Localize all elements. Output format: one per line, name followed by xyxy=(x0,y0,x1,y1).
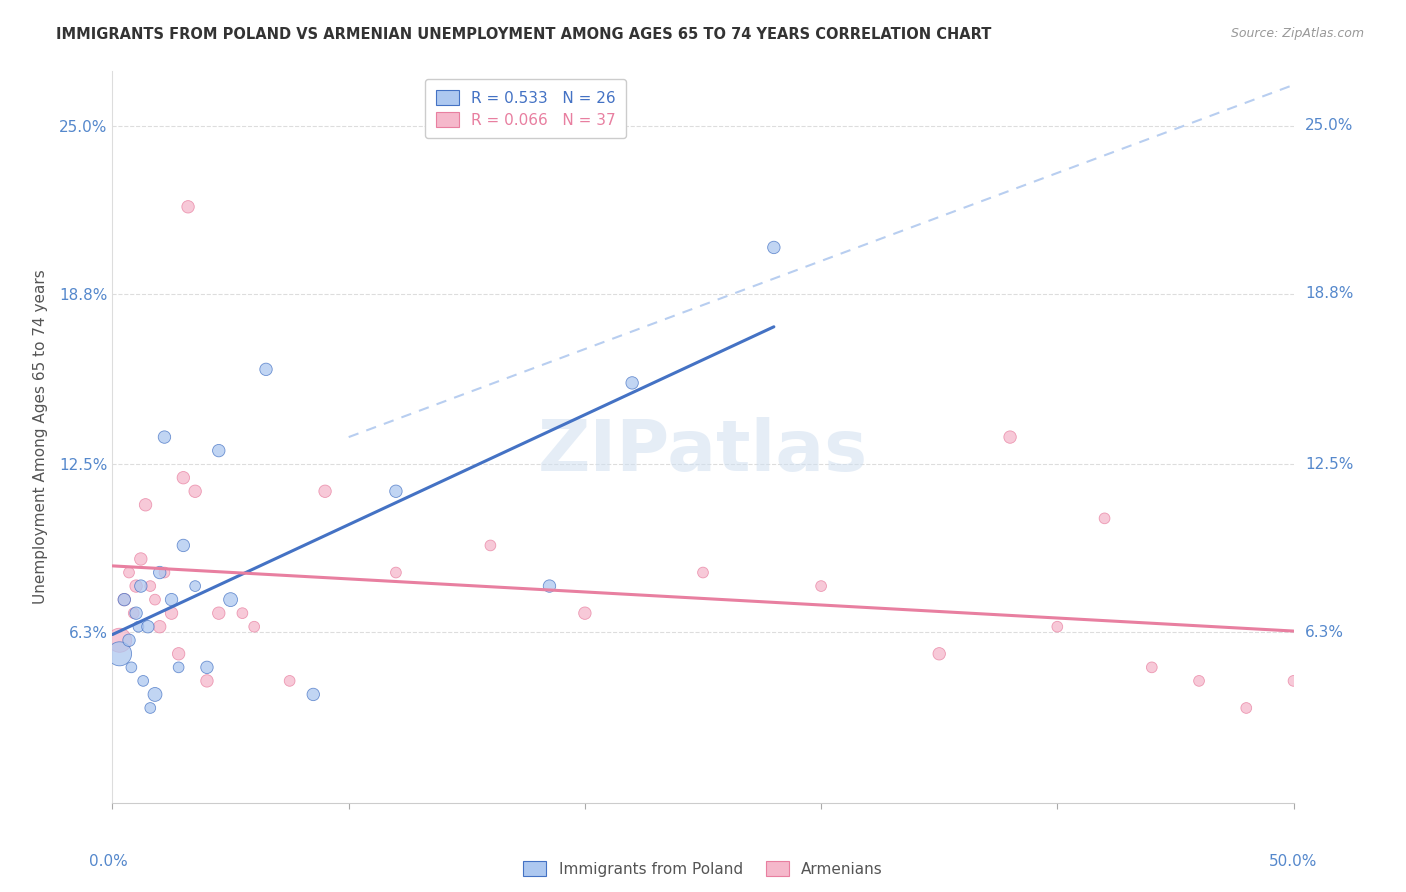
Point xyxy=(149,566,172,580)
Point xyxy=(314,484,336,499)
Point xyxy=(172,471,194,485)
Y-axis label: Unemployment Among Ages 65 to 74 years: Unemployment Among Ages 65 to 74 years xyxy=(34,269,48,605)
Point xyxy=(135,498,157,512)
Point xyxy=(167,647,190,661)
Point xyxy=(385,484,408,499)
Point xyxy=(219,592,242,607)
Point xyxy=(302,688,325,702)
Point xyxy=(538,579,561,593)
Text: 50.0%: 50.0% xyxy=(1268,854,1317,869)
Text: Source: ZipAtlas.com: Source: ZipAtlas.com xyxy=(1230,27,1364,40)
Point xyxy=(160,592,183,607)
Point xyxy=(195,673,218,688)
Point xyxy=(928,647,950,661)
Point xyxy=(122,606,145,620)
Point xyxy=(1140,660,1163,674)
Point xyxy=(112,592,135,607)
Point xyxy=(132,673,155,688)
Point xyxy=(1094,511,1116,525)
Point xyxy=(195,660,218,674)
Point xyxy=(184,484,207,499)
Point xyxy=(125,579,148,593)
Point xyxy=(278,673,301,688)
Point xyxy=(112,592,135,607)
Point xyxy=(118,566,141,580)
Point xyxy=(231,606,253,620)
Text: 18.8%: 18.8% xyxy=(1305,286,1354,301)
Text: 0.0%: 0.0% xyxy=(89,854,128,869)
Point xyxy=(243,620,266,634)
Legend: R = 0.533   N = 26, R = 0.066   N = 37: R = 0.533 N = 26, R = 0.066 N = 37 xyxy=(425,79,627,138)
Point xyxy=(621,376,644,390)
Point xyxy=(810,579,832,593)
Point xyxy=(153,566,176,580)
Point xyxy=(1234,701,1257,715)
Point xyxy=(208,606,231,620)
Point xyxy=(108,647,131,661)
Point xyxy=(184,579,207,593)
Point xyxy=(118,633,141,648)
Point xyxy=(136,620,159,634)
Point xyxy=(167,660,190,674)
Point xyxy=(160,606,183,620)
Text: IMMIGRANTS FROM POLAND VS ARMENIAN UNEMPLOYMENT AMONG AGES 65 TO 74 YEARS CORREL: IMMIGRANTS FROM POLAND VS ARMENIAN UNEMP… xyxy=(56,27,991,42)
Point xyxy=(108,633,131,648)
Point xyxy=(254,362,277,376)
Point xyxy=(172,538,194,552)
Point xyxy=(177,200,200,214)
Legend: Immigrants from Poland, Armenians: Immigrants from Poland, Armenians xyxy=(516,853,890,884)
Text: ZIPatlas: ZIPatlas xyxy=(538,417,868,486)
Point xyxy=(208,443,231,458)
Point xyxy=(998,430,1021,444)
Text: 12.5%: 12.5% xyxy=(1305,457,1354,472)
Point xyxy=(143,592,166,607)
Point xyxy=(139,701,162,715)
Point xyxy=(149,620,172,634)
Point xyxy=(1046,620,1069,634)
Text: 6.3%: 6.3% xyxy=(1305,624,1344,640)
Point xyxy=(127,620,149,634)
Point xyxy=(385,566,408,580)
Point xyxy=(143,688,166,702)
Point xyxy=(762,240,785,254)
Point xyxy=(692,566,714,580)
Text: 25.0%: 25.0% xyxy=(1305,118,1354,133)
Point xyxy=(129,552,152,566)
Point xyxy=(139,579,162,593)
Point xyxy=(574,606,596,620)
Point xyxy=(120,660,142,674)
Point xyxy=(1188,673,1211,688)
Point xyxy=(153,430,176,444)
Point xyxy=(479,538,502,552)
Point xyxy=(129,579,152,593)
Point xyxy=(125,606,148,620)
Point xyxy=(1282,673,1305,688)
